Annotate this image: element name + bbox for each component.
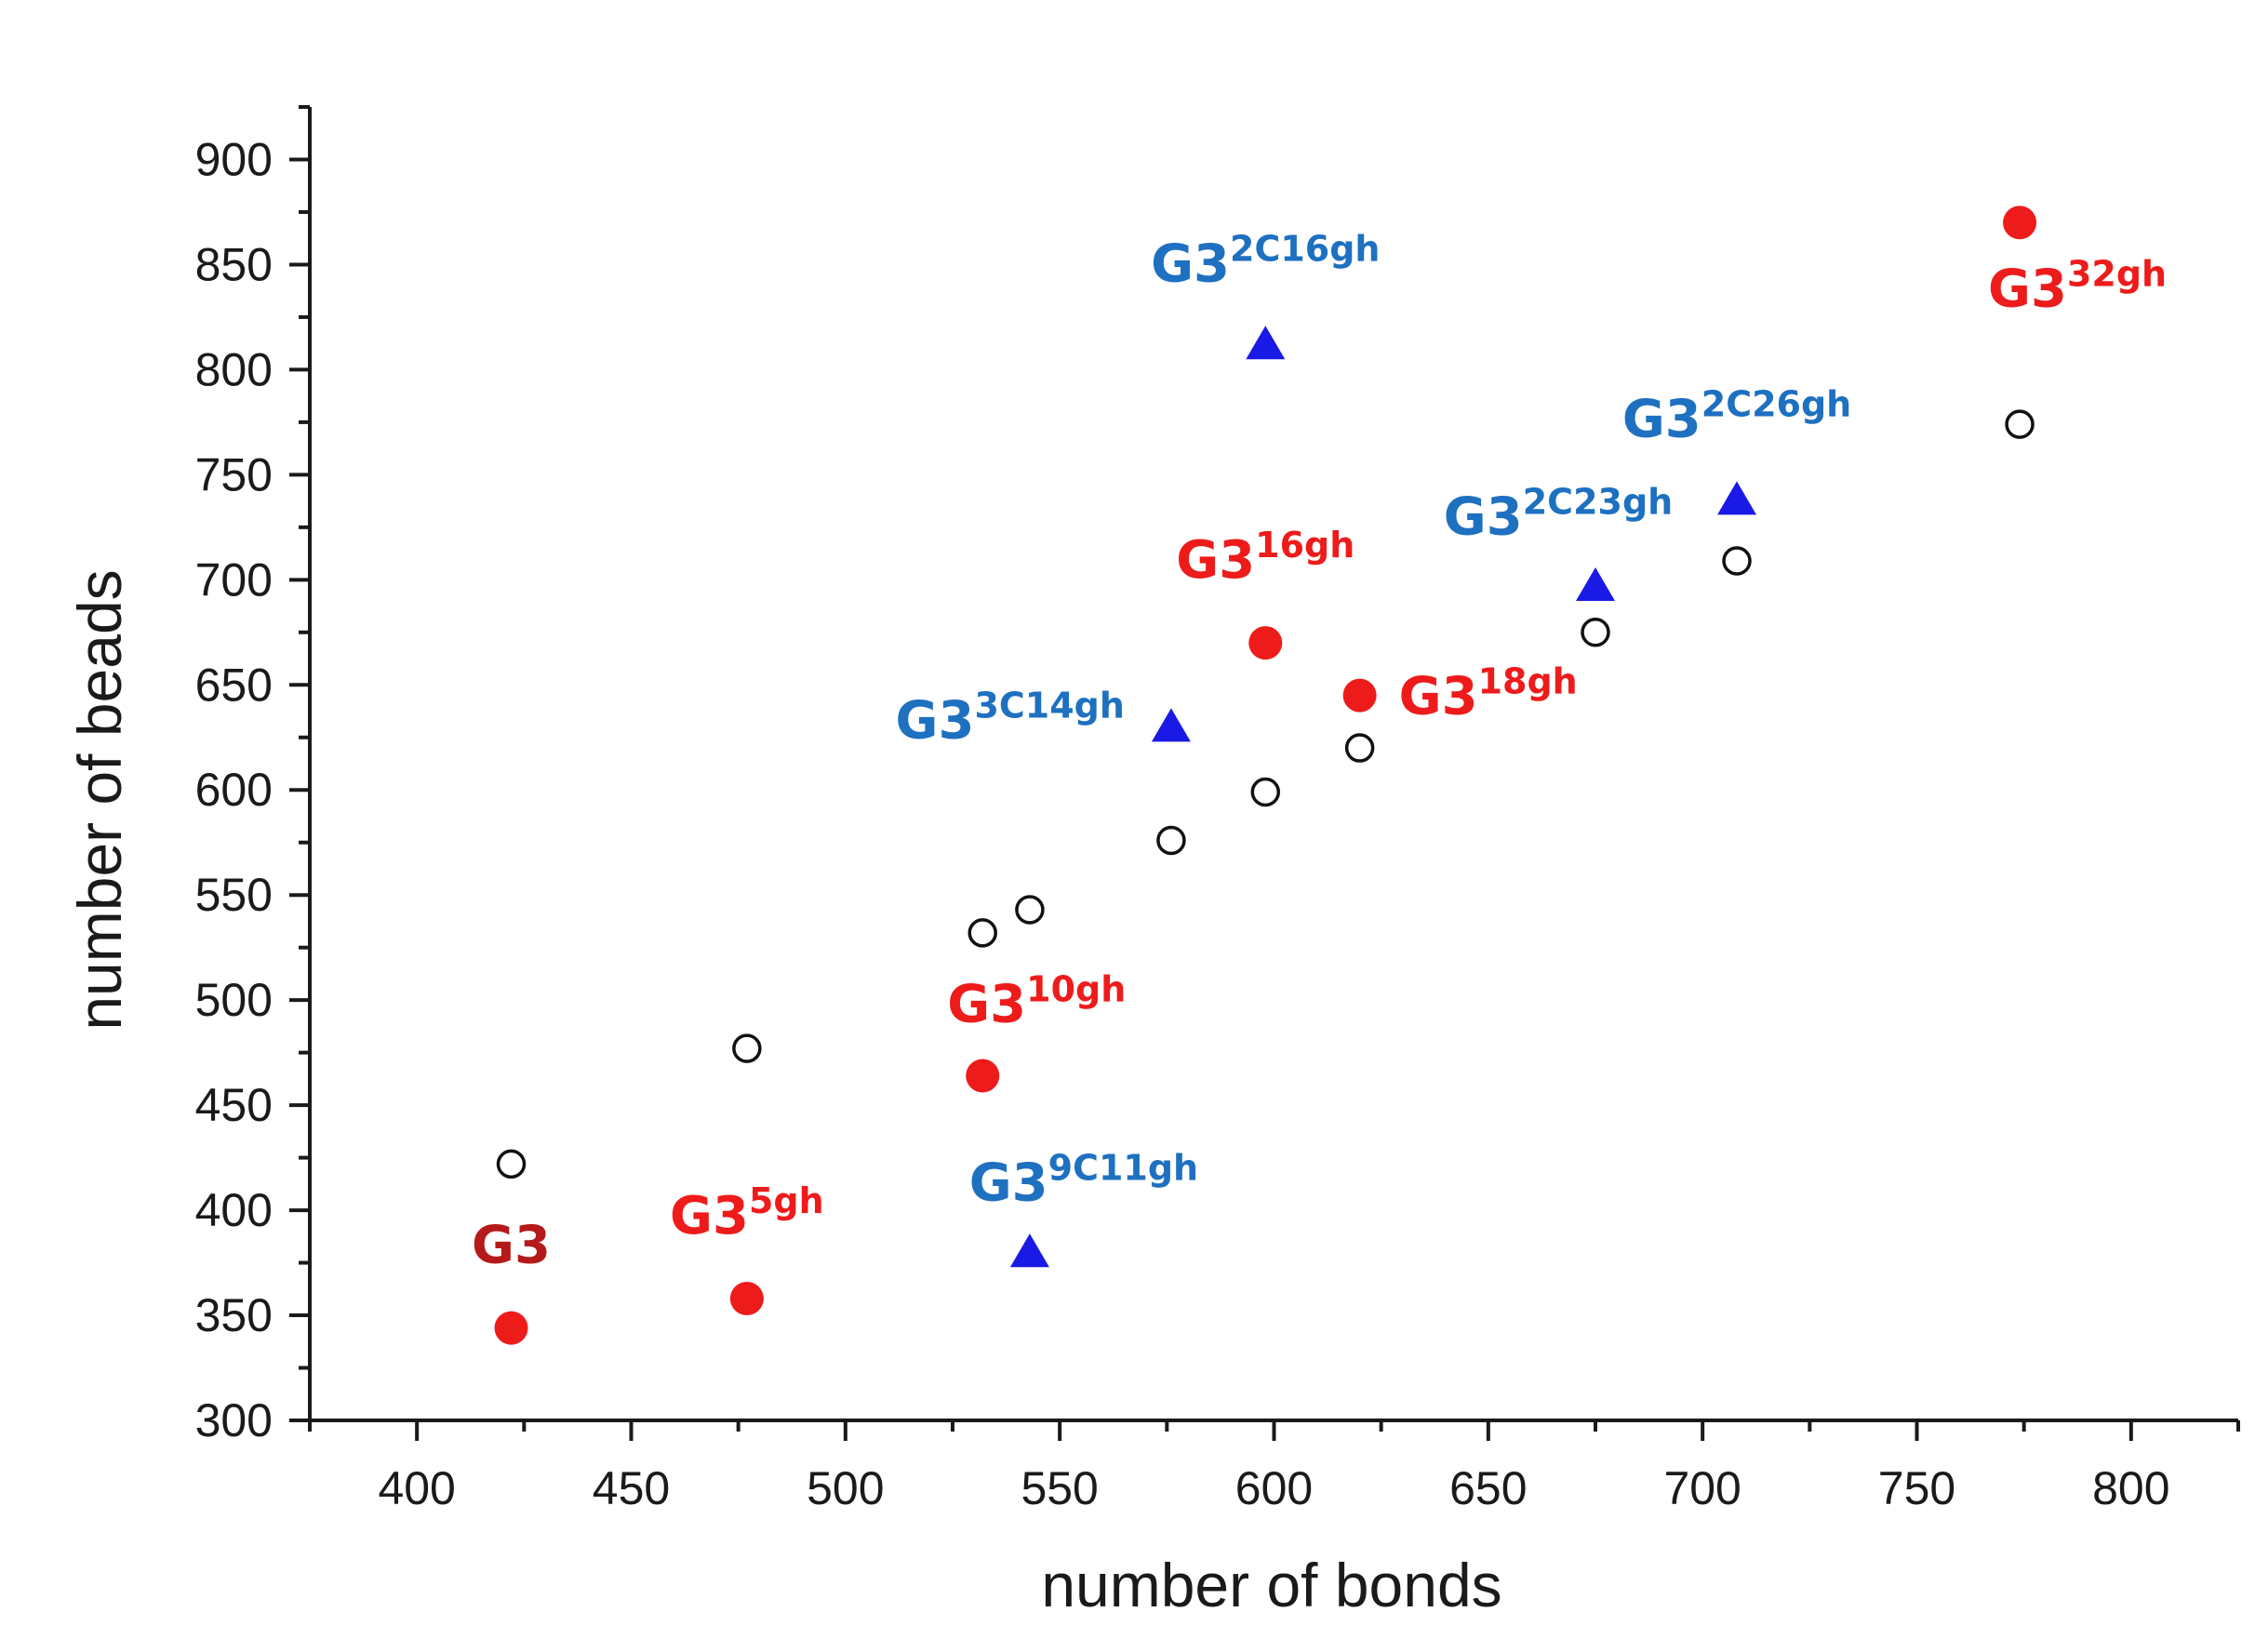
y-tick-label: 750	[195, 448, 273, 500]
y-tick-label: 800	[195, 343, 273, 395]
annotation-superscript: 2C23gh	[1523, 481, 1673, 522]
annotation-superscript: 10gh	[1026, 968, 1126, 1009]
open-circle-point	[1250, 777, 1281, 807]
x-tick-label: 700	[1663, 1462, 1741, 1514]
x-tick-label: 400	[378, 1462, 455, 1514]
blue-triangle-point	[1717, 481, 1757, 515]
point-annotation: G3	[472, 1216, 551, 1276]
x-tick-label: 750	[1878, 1462, 1955, 1514]
y-tick-label: 700	[195, 553, 273, 606]
annotations: G3 G35ghG310ghG316ghG318ghG332ghG39C11ghG…	[472, 229, 2167, 1276]
annotation-superscript: 2C26gh	[1701, 384, 1851, 425]
annotation-base: G3	[1176, 530, 1255, 591]
x-tick-label: 650	[1449, 1462, 1527, 1514]
point-annotation: G318gh	[1399, 661, 1578, 727]
x-tick-label: 800	[2092, 1462, 2169, 1514]
annotation-superscript: 32gh	[2067, 253, 2167, 294]
red-circle-point	[729, 1281, 764, 1315]
annotation-superscript: 5gh	[749, 1180, 824, 1221]
annotation-superscript: 9C11gh	[1048, 1148, 1198, 1189]
open-circle-point	[732, 1033, 762, 1063]
y-tick-label: 300	[195, 1394, 273, 1446]
x-axis-title: number of bonds	[1041, 1551, 1501, 1619]
point-annotation: G39C11gh	[969, 1148, 1198, 1214]
x-tick-label: 600	[1235, 1462, 1313, 1514]
red-circle-point	[2003, 206, 2037, 240]
y-tick-label: 450	[195, 1079, 273, 1131]
point-annotation: G316gh	[1176, 525, 1354, 591]
red-circle-point	[1342, 678, 1377, 713]
red-circle-point	[966, 1059, 1000, 1093]
open-circle-point	[2005, 409, 2035, 439]
y-tick-label: 550	[195, 869, 273, 921]
open-circle-point	[1581, 618, 1610, 647]
annotation-superscript: 18gh	[1478, 661, 1578, 702]
y-tick-label: 600	[195, 764, 273, 816]
x-tick-label: 500	[807, 1462, 884, 1514]
annotation-base: G3	[896, 691, 975, 752]
y-tick-label: 900	[195, 133, 273, 185]
annotation-base: G3	[1151, 234, 1230, 295]
y-tick-label: 850	[195, 238, 273, 290]
open-circle-point	[1722, 546, 1752, 576]
blue-triangle-point	[1576, 567, 1615, 602]
point-annotation: G32C26gh	[1622, 384, 1851, 450]
annotation-superscript: 3C14gh	[974, 686, 1124, 726]
annotation-base: G3	[1399, 667, 1478, 727]
red-circle-point	[494, 1311, 528, 1345]
y-tick-label: 400	[195, 1184, 273, 1236]
y-axis-title: number of beads	[65, 569, 134, 1030]
annotation-superscript: 16gh	[1255, 525, 1354, 566]
x-tick-label: 450	[593, 1462, 670, 1514]
open-circle-point	[1344, 733, 1375, 763]
blue-triangle-point	[1009, 1233, 1049, 1268]
open-circle-point	[967, 918, 997, 948]
red-circle-point	[1248, 626, 1283, 660]
data-marks	[494, 206, 2037, 1345]
annotation-base: G3	[1444, 486, 1523, 547]
point-annotation: G35gh	[670, 1180, 824, 1246]
annotation-base: G3	[1622, 390, 1701, 450]
y-tick-label: 350	[195, 1289, 273, 1341]
y-tick-label: 500	[195, 974, 273, 1026]
blue-triangle-point	[1151, 708, 1191, 742]
y-tick-label: 650	[195, 659, 273, 711]
point-annotation: G33C14gh	[896, 686, 1125, 752]
point-annotation: G332gh	[1988, 253, 2167, 319]
open-circle-point	[1156, 825, 1186, 856]
point-annotation: G32C16gh	[1151, 229, 1380, 295]
annotation-base: G3	[1988, 259, 2067, 319]
annotation-base: G3	[947, 974, 1026, 1034]
annotation-base: G3	[670, 1186, 749, 1246]
point-annotation: G32C23gh	[1444, 481, 1673, 547]
open-circle-point	[496, 1149, 527, 1179]
blue-triangle-point	[1246, 326, 1286, 360]
annotation-base: G3	[969, 1153, 1048, 1214]
point-annotation: G310gh	[947, 968, 1126, 1034]
x-tick-label: 550	[1021, 1462, 1098, 1514]
axes: 400 450 500 550 600 650 700 750 800 300 350 400 450 5…	[195, 105, 2240, 1514]
annotation-superscript: 2C16gh	[1230, 229, 1380, 270]
annotation-base: G3	[472, 1216, 551, 1276]
open-circle-point	[1015, 895, 1045, 925]
